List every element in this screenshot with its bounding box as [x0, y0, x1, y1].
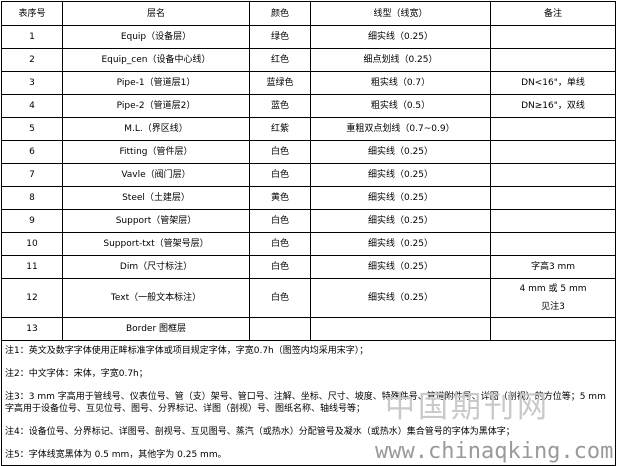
cell-layer-name: Support-txt（管架号层）: [62, 232, 250, 256]
cell-remark: [490, 209, 616, 233]
cell-layer-name: Fitting（管件层）: [62, 140, 250, 164]
note-3: 注3：3 mm 字高用于管线号、仪表位号、管（支）架号、管口号、注解、坐标、尺寸…: [5, 392, 606, 414]
cell-layer-name: Pipe-1（管道层1）: [62, 71, 250, 95]
cell-color: 白色: [249, 278, 311, 318]
cell-color: 蓝绿色: [249, 71, 311, 95]
cell-linetype: 细实线（0.25）: [310, 163, 491, 187]
cell-color: 红紫: [249, 117, 311, 141]
header-index: 表序号: [1, 1, 63, 26]
cell-layer-name: Pipe-2（管道层2）: [62, 94, 250, 118]
cell-linetype: 重粗双点划线（0.7~0.9）: [310, 117, 491, 141]
header-layer-name: 层名: [62, 1, 250, 26]
cell-remark: [490, 25, 616, 49]
cell-color: 白色: [249, 140, 311, 164]
notes-row: 注1：英文及数字字体使用正眸标准字体或项目规定字体，字宽0.7h（图签内均采用宋…: [1, 340, 616, 466]
cell-index: 8: [1, 186, 63, 210]
cell-remark: DN<16"，单线: [490, 71, 616, 95]
cell-linetype: 粗实线（0.7）: [310, 71, 491, 95]
cell-index: 1: [1, 25, 63, 49]
cell-remark: 字高3 mm: [490, 255, 616, 279]
cell-index: 11: [1, 255, 63, 279]
cell-layer-name: M.L.（界区线）: [62, 117, 250, 141]
cell-layer-name: Steel（土建层）: [62, 186, 250, 210]
cell-layer-name: Text（一般文本标注）: [62, 278, 250, 318]
cell-linetype: [310, 317, 491, 341]
cell-remark: 4 mm 或 5 mm 见注3: [490, 278, 616, 318]
cell-index: 10: [1, 232, 63, 256]
cell-index: 2: [1, 48, 63, 72]
table-row: 5 M.L.（界区线） 红紫 重粗双点划线（0.7~0.9）: [1, 117, 616, 141]
cell-index: 5: [1, 117, 63, 141]
notes-cell: 注1：英文及数字字体使用正眸标准字体或项目规定字体，字宽0.7h（图签内均采用宋…: [1, 340, 616, 466]
table-row: 8 Steel（土建层） 黄色 细实线（0.25）: [1, 186, 616, 210]
table-row: 10 Support-txt（管架号层） 白色 细实线（0.25）: [1, 232, 616, 256]
cell-color: 红色: [249, 48, 311, 72]
cell-color: 白色: [249, 163, 311, 187]
cell-remark: [490, 163, 616, 187]
header-row: 表序号 层名 颜色 线型（线宽） 备注: [1, 1, 616, 26]
cell-remark: [490, 317, 616, 341]
cell-color: 白色: [249, 255, 311, 279]
cell-layer-name: Equip（设备层）: [62, 25, 250, 49]
cell-layer-name: Border 图框层: [62, 317, 250, 341]
cell-remark: [490, 186, 616, 210]
cell-color: 白色: [249, 209, 311, 233]
cell-index: 12: [1, 278, 63, 318]
table-row: 3 Pipe-1（管道层1） 蓝绿色 粗实线（0.7） DN<16"，单线: [1, 71, 616, 95]
note-1: 注1：英文及数字字体使用正眸标准字体或项目规定字体，字宽0.7h（图签内均采用宋…: [5, 346, 369, 356]
cell-index: 7: [1, 163, 63, 187]
cell-layer-name: Dim（尺寸标注）: [62, 255, 250, 279]
watermark-cn: 中国期刊网: [385, 390, 550, 425]
table-row: 13 Border 图框层: [1, 317, 616, 341]
cell-layer-name: Equip_cen（设备中心线）: [62, 48, 250, 72]
cell-remark: [490, 48, 616, 72]
cell-linetype: 粗实线（0.5）: [310, 94, 491, 118]
remark-line-1: 4 mm 或 5 mm: [519, 284, 587, 294]
cell-index: 3: [1, 71, 63, 95]
watermark-url: www.chinaqking.com: [375, 439, 614, 464]
cell-index: 13: [1, 317, 63, 341]
cell-layer-name: Support（管架层）: [62, 209, 250, 233]
table-row: 6 Fitting（管件层） 白色 细实线（0.25）: [1, 140, 616, 164]
cell-layer-name: Vavle（阀门层）: [62, 163, 250, 187]
cell-linetype: 细实线（0.25）: [310, 140, 491, 164]
header-color: 颜色: [249, 1, 311, 26]
header-linetype: 线型（线宽）: [310, 1, 491, 26]
cell-linetype: 细点划线（0.25）: [310, 48, 491, 72]
cell-color: 蓝色: [249, 94, 311, 118]
cell-linetype: 细实线（0.25）: [310, 186, 491, 210]
table-row: 1 Equip（设备层） 绿色 细实线（0.25）: [1, 25, 616, 49]
cell-linetype: 细实线（0.25）: [310, 209, 491, 233]
note-4: 注4：设备位号、分界标记、详图号、剖视号、互见图号、蒸汽（或热水）分配管号及凝水…: [5, 427, 515, 437]
cell-remark: [490, 117, 616, 141]
cell-color: [249, 317, 311, 341]
table-row: 2 Equip_cen（设备中心线） 红色 细点划线（0.25）: [1, 48, 616, 72]
note-5: 注5：字体线宽黑体为 0.5 mm，其他字为 0.25 mm。: [5, 450, 227, 460]
cell-remark: [490, 140, 616, 164]
cell-linetype: 细实线（0.25）: [310, 278, 491, 318]
note-2: 注2：中文字体：宋体，字宽0.7h；: [5, 369, 148, 379]
table-row: 4 Pipe-2（管道层2） 蓝色 粗实线（0.5） DN≥16"，双线: [1, 94, 616, 118]
cell-linetype: 细实线（0.25）: [310, 232, 491, 256]
cell-remark: [490, 232, 616, 256]
table-row: 7 Vavle（阀门层） 白色 细实线（0.25）: [1, 163, 616, 187]
cell-linetype: 细实线（0.25）: [310, 25, 491, 49]
cell-color: 白色: [249, 232, 311, 256]
cell-linetype: 细实线（0.25）: [310, 255, 491, 279]
cell-color: 黄色: [249, 186, 311, 210]
header-remark: 备注: [490, 1, 616, 26]
cell-index: 9: [1, 209, 63, 233]
cell-remark: DN≥16"，双线: [490, 94, 616, 118]
cell-index: 6: [1, 140, 63, 164]
remark-line-2: 见注3: [541, 302, 565, 312]
cell-index: 4: [1, 94, 63, 118]
table-row: 11 Dim（尺寸标注） 白色 细实线（0.25） 字高3 mm: [1, 255, 616, 279]
cell-color: 绿色: [249, 25, 311, 49]
table-row: 9 Support（管架层） 白色 细实线（0.25）: [1, 209, 616, 233]
table-row: 12 Text（一般文本标注） 白色 细实线（0.25） 4 mm 或 5 mm 见注3: [1, 278, 616, 318]
